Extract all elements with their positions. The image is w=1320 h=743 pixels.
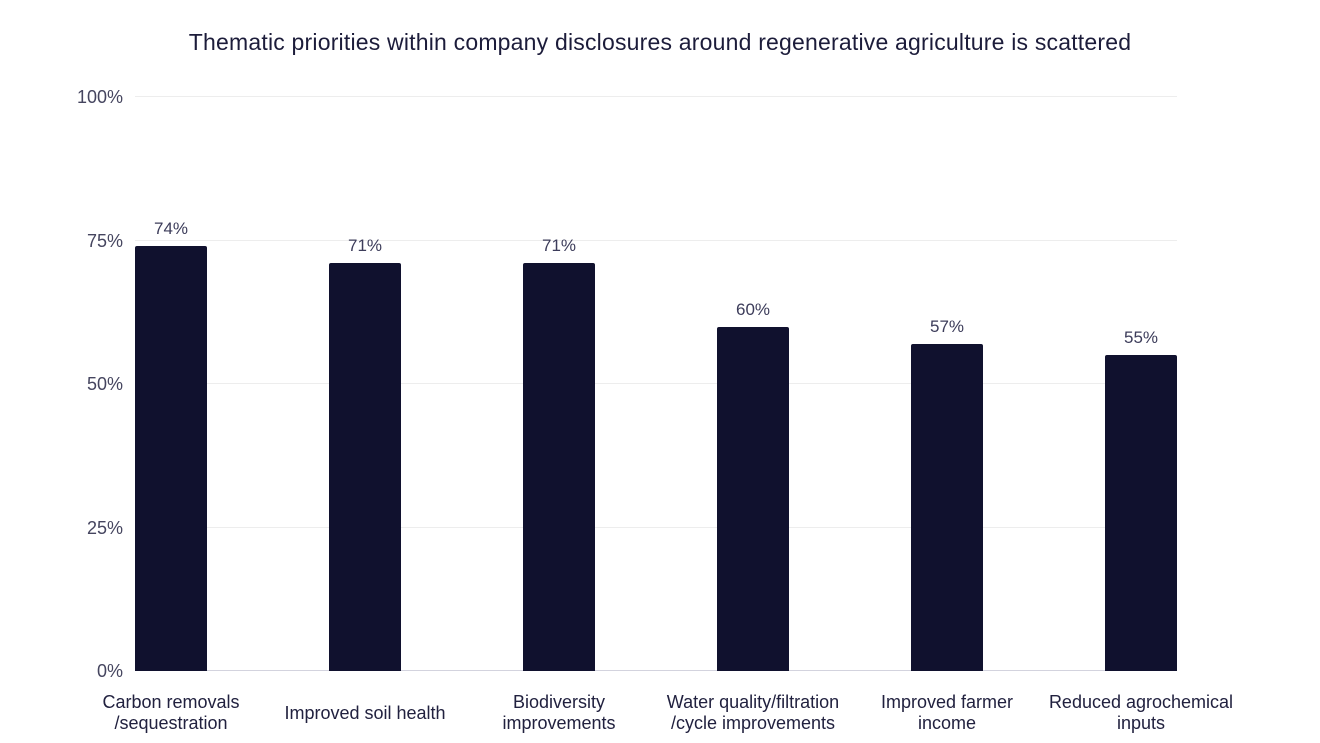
bar-value-label: 71% xyxy=(347,236,383,256)
y-axis: 0% 25% 50% 75% 100% xyxy=(0,88,123,680)
y-tick-label: 0% xyxy=(96,661,123,681)
x-category-label: Reduced agrochemical inputs xyxy=(1048,692,1234,733)
gridline xyxy=(135,526,1177,528)
x-category-label: Improved farmer income xyxy=(880,692,1014,733)
bar-4 xyxy=(717,326,789,671)
x-axis: Carbon removals /sequestration Improved s… xyxy=(102,689,1233,737)
x-category-label: Biodiversity improvements xyxy=(502,692,616,733)
bar-value-label: 71% xyxy=(541,236,577,256)
bar-value-label: 57% xyxy=(929,316,965,336)
x-axis-line xyxy=(135,670,1177,671)
x-category-label: Carbon removals /sequestration xyxy=(102,692,240,733)
y-tick-label: 75% xyxy=(86,230,123,251)
bar-value-label: 60% xyxy=(735,299,771,319)
bar-2 xyxy=(329,263,401,671)
gridline xyxy=(135,96,1177,97)
y-tick-label: 25% xyxy=(86,517,123,538)
bar-3 xyxy=(523,263,595,671)
plot-area: 74% 71% 71% 60% 57% 55% xyxy=(135,96,1177,671)
bar-value-label: 74% xyxy=(153,219,189,239)
gridline xyxy=(135,383,1177,384)
chart-title: Thematic priorities within company discl… xyxy=(188,29,1132,55)
x-category-label: Improved soil health xyxy=(284,702,446,723)
bar-1 xyxy=(135,246,207,671)
bar-value-label: 55% xyxy=(1123,328,1159,348)
gridline xyxy=(135,239,1177,241)
y-tick-label: 50% xyxy=(86,374,123,394)
x-category-label: Water quality/filtration /cycle improvem… xyxy=(666,692,840,733)
bar-5 xyxy=(911,343,983,671)
bar-6 xyxy=(1105,355,1177,671)
y-tick-label: 100% xyxy=(76,87,123,107)
